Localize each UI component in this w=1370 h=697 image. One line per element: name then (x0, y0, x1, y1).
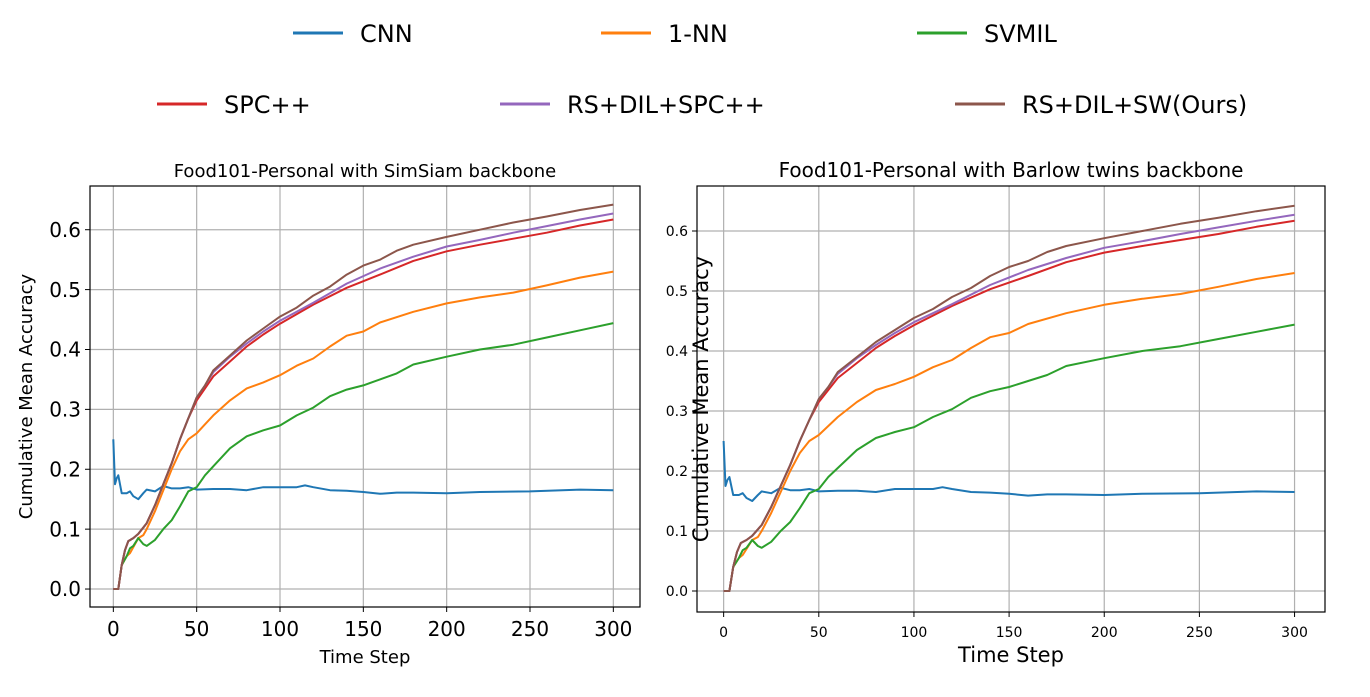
y-tick-label: 0.0 (666, 584, 688, 600)
x-tick-label: 250 (1186, 625, 1213, 641)
legend: CNN 1-NN SVMIL SPC++ RS+DIL+SPC++ RS+DIL+SW(O… (157, 20, 1247, 119)
x-tick-label: 0 (719, 625, 728, 641)
series-line-svmil (723, 323, 1295, 592)
y-tick-label: 0.4 (666, 344, 688, 360)
y-tick-label: 0.3 (49, 398, 81, 422)
series-line-cnn (112, 439, 614, 501)
series-line-1-nn (723, 272, 1295, 592)
x-tick-label: 300 (1281, 625, 1308, 641)
plot-frame (89, 185, 641, 608)
x-tick-label: 100 (901, 625, 928, 641)
x-tick-label: 50 (810, 625, 828, 641)
legend-label: SPC++ (224, 91, 311, 119)
x-axis-label: Time Step (319, 647, 411, 668)
x-axis-label: Time Step (957, 643, 1064, 667)
y-tick-label: 0.5 (49, 278, 81, 302)
y-tick-label: 0.3 (666, 404, 688, 420)
series-line-rs-dil-sw-ours- (113, 203, 614, 590)
series-line-svmil (113, 322, 614, 590)
y-tick-label: 0.6 (666, 224, 688, 240)
x-tick-label: 250 (511, 617, 549, 641)
plot-frame (696, 185, 1326, 613)
y-tick-label: 0.2 (666, 464, 688, 480)
y-axis-label: Cumulative Mean Accuracy (16, 273, 37, 519)
x-tick-label: 150 (996, 625, 1023, 641)
series-line-cnn (722, 440, 1295, 502)
series-line-1-nn (113, 270, 614, 590)
y-tick-label: 0.5 (666, 284, 688, 300)
x-tick-label: 0 (107, 617, 120, 641)
series-line-rs-dil-sw-ours- (723, 204, 1295, 592)
y-axis-label: Cumulative Mean Accuracy (689, 256, 713, 542)
legend-label: SVMIL (984, 20, 1057, 48)
x-tick-label: 200 (1091, 625, 1118, 641)
legend-label: RS+DIL+SW(Ours) (1022, 91, 1247, 119)
x-tick-label: 50 (184, 617, 209, 641)
y-tick-label: 0.1 (49, 517, 81, 541)
legend-label: 1-NN (668, 20, 728, 48)
x-tick-label: 200 (428, 617, 466, 641)
y-tick-label: 0.1 (666, 524, 688, 540)
y-tick-label: 0.2 (49, 457, 81, 481)
chart-title: Food101-Personal with SimSiam backbone (174, 161, 557, 182)
chart-simsiam: 0 50 100 150 200 250 300 0.0 0.1 0.2 0.3 0.4 0.5 0.6 F… (16, 161, 641, 668)
y-tick-label: 0.4 (49, 338, 81, 362)
chart-barlow-twins: 0 50 100 150 200 250 300 0.0 0.1 0.2 0.3 0.4 0.5 0.6 F… (666, 158, 1326, 667)
legend-label: CNN (360, 20, 413, 48)
x-tick-label: 150 (344, 617, 382, 641)
legend-label: RS+DIL+SPC++ (567, 91, 765, 119)
x-tick-label: 100 (261, 617, 299, 641)
y-tick-label: 0.0 (49, 577, 81, 601)
x-tick-label: 300 (594, 617, 632, 641)
chart-title: Food101-Personal with Barlow twins backb… (779, 158, 1244, 182)
y-tick-label: 0.6 (49, 218, 81, 242)
